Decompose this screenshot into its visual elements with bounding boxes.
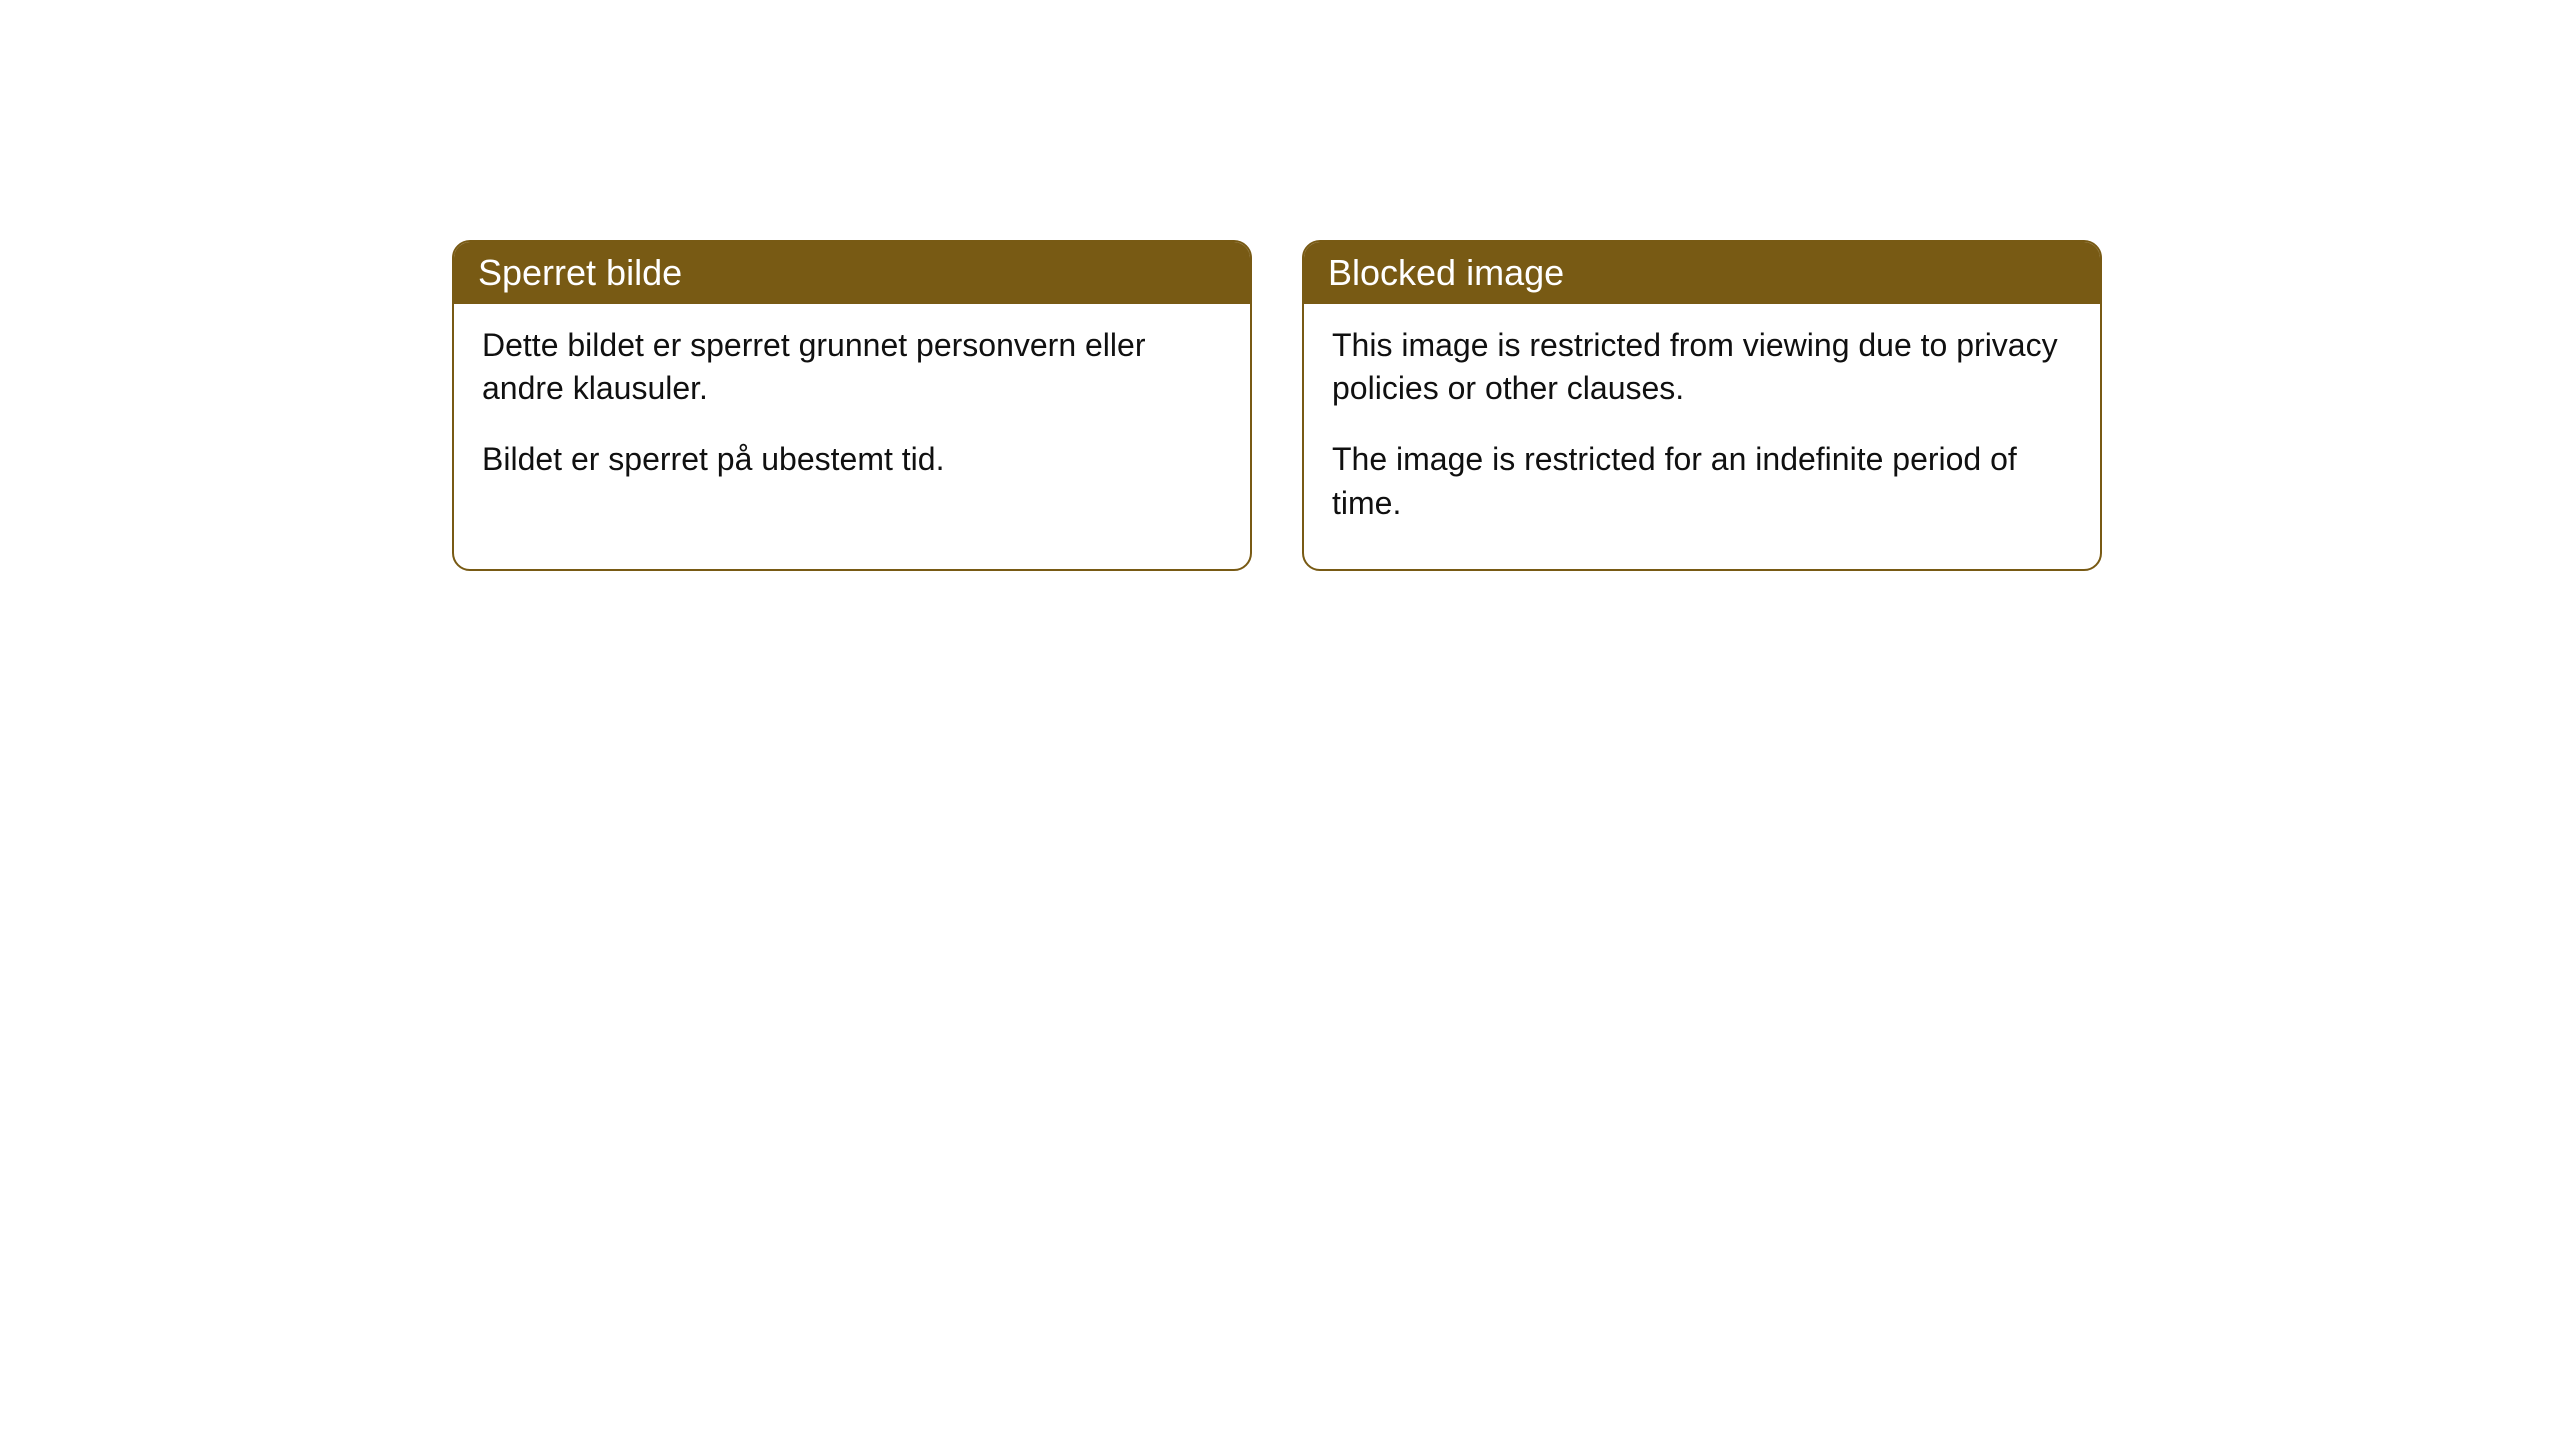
notice-card-norwegian: Sperret bilde Dette bildet er sperret gr… [452, 240, 1252, 571]
notice-cards-container: Sperret bilde Dette bildet er sperret gr… [452, 240, 2102, 571]
notice-card-english: Blocked image This image is restricted f… [1302, 240, 2102, 571]
card-paragraph: The image is restricted for an indefinit… [1332, 438, 2072, 524]
card-paragraph: Dette bildet er sperret grunnet personve… [482, 324, 1222, 410]
card-paragraph: Bildet er sperret på ubestemt tid. [482, 438, 1222, 481]
card-body: Dette bildet er sperret grunnet personve… [454, 304, 1250, 526]
card-header: Sperret bilde [454, 242, 1250, 304]
card-paragraph: This image is restricted from viewing du… [1332, 324, 2072, 410]
card-title: Sperret bilde [478, 252, 682, 293]
card-header: Blocked image [1304, 242, 2100, 304]
card-body: This image is restricted from viewing du… [1304, 304, 2100, 569]
card-title: Blocked image [1328, 252, 1564, 293]
